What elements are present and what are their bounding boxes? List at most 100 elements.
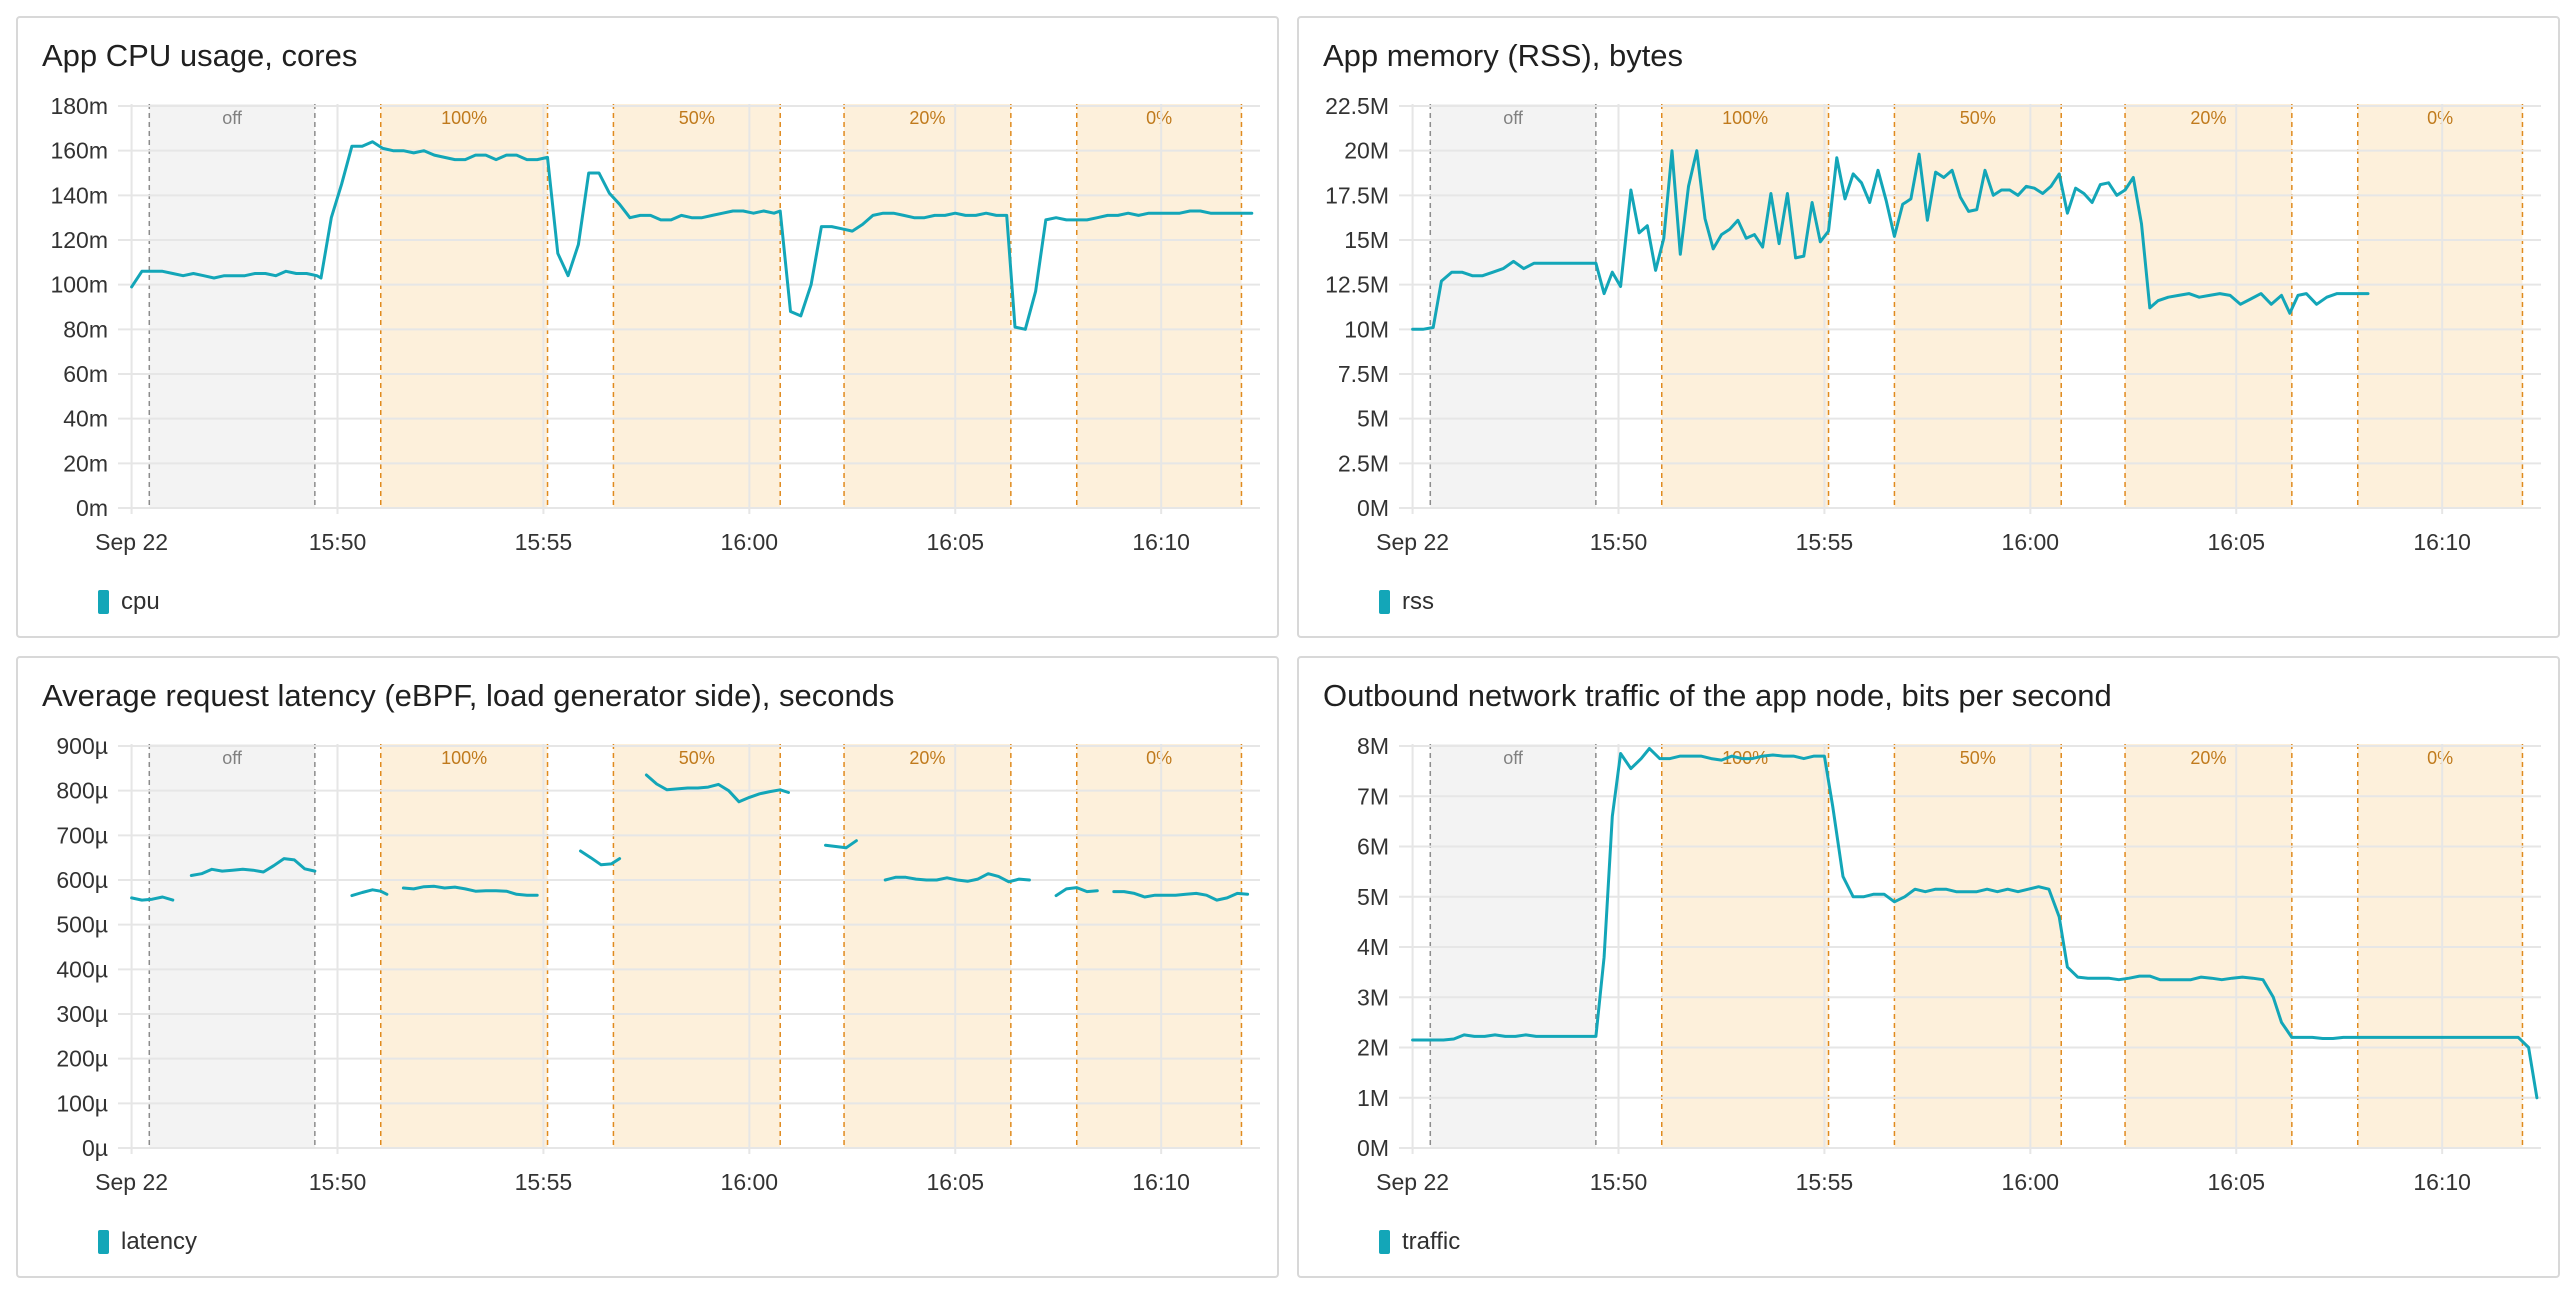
band-load: 100% [379, 104, 549, 508]
x-tick-label: 16:00 [721, 529, 779, 555]
x-tick-label: 15:50 [309, 1169, 367, 1195]
legend-swatch [98, 590, 109, 614]
band-label: off [1503, 748, 1524, 768]
band-area [613, 744, 781, 1148]
series-line [130, 895, 175, 902]
y-tick-label: 7.5M [1338, 361, 1389, 387]
x-tick-label: 15:50 [309, 529, 367, 555]
x-tick-label: 16:10 [1132, 1169, 1190, 1195]
x-tick-label: 16:00 [2002, 529, 2060, 555]
band-load: 0% [2356, 104, 2524, 508]
y-tick-label: 10M [1344, 316, 1389, 342]
chart-title: Outbound network traffic of the app node… [1323, 678, 2112, 713]
series-line [1411, 747, 2539, 1100]
y-tick-label: 400µ [56, 956, 108, 982]
y-tick-label: 4M [1357, 934, 1389, 960]
x-tick-label: 16:10 [2413, 529, 2471, 555]
legend-label: cpu [121, 588, 160, 615]
legend[interactable]: cpu [98, 588, 160, 616]
y-tick-label: 8M [1357, 733, 1389, 759]
x-tick-label: 16:00 [2002, 1169, 2060, 1195]
band-area [380, 744, 548, 1148]
legend[interactable]: rss [1379, 588, 1434, 616]
band-label: 0% [2427, 748, 2453, 768]
chart-panel-traffic: Outbound network traffic of the app node… [1297, 656, 2560, 1278]
y-tick-label: 100m [50, 272, 108, 298]
y-tick-label: 60m [63, 361, 108, 387]
band-off: off [148, 744, 316, 1148]
band-load: 0% [1075, 104, 1243, 508]
y-tick-label: 100µ [56, 1090, 108, 1116]
y-tick-label: 6M [1357, 834, 1389, 860]
band-load: 50% [612, 104, 781, 508]
x-tick-label: Sep 22 [1376, 1169, 1449, 1195]
series-line [824, 839, 858, 850]
band-label: 50% [679, 748, 715, 768]
legend-swatch [98, 1230, 109, 1254]
y-tick-label: 5M [1357, 884, 1389, 910]
band-label: off [1503, 108, 1524, 128]
chart-panel-cpu: App CPU usage, cores off 100% 50% 20% 0% 0m 20… [16, 16, 1279, 638]
x-tick-label: 16:05 [2207, 1169, 2265, 1195]
x-tick-label: 15:55 [515, 1169, 573, 1195]
y-tick-label: 5M [1357, 406, 1389, 432]
y-tick-label: 17.5M [1325, 182, 1389, 208]
band-area [844, 104, 1011, 508]
band-area [1661, 104, 1829, 508]
band-label: 0% [2427, 108, 2453, 128]
chart-panel-memory: App memory (RSS), bytes off 100% 50% 20% 0% 0… [1297, 16, 2560, 638]
y-tick-label: 40m [63, 406, 108, 432]
memory-chart: off 100% 50% 20% 0% 0M 2.5M 5M 7.5M 10M 12.5M 15M 17… [1325, 93, 2541, 555]
y-tick-label: 0µ [82, 1135, 108, 1161]
band-area [149, 744, 315, 1148]
x-tick-label: 16:05 [926, 529, 984, 555]
latency-chart: off 100% 50% 20% 0% 0µ 100µ 200µ 300µ 400µ 500µ 600… [56, 733, 1260, 1195]
series-line [1054, 886, 1099, 898]
band-label: 20% [2190, 108, 2226, 128]
legend[interactable]: latency [98, 1228, 197, 1256]
chart-title: App CPU usage, cores [42, 38, 358, 73]
band-label: 100% [1722, 108, 1768, 128]
legend-label: traffic [1402, 1228, 1461, 1255]
band-area [149, 104, 315, 508]
x-tick-label: 16:00 [721, 1169, 779, 1195]
y-tick-label: 0M [1357, 1135, 1389, 1161]
band-load: 100% [1660, 104, 1830, 508]
band-load: 100% [379, 744, 549, 1148]
series-traffic [1411, 747, 2539, 1100]
chart-title: Average request latency (eBPF, load gene… [42, 678, 895, 713]
x-tick-label: 15:55 [1796, 529, 1854, 555]
y-tick-label: 2.5M [1338, 450, 1389, 476]
cpu-chart: off 100% 50% 20% 0% 0m 20m 40m 60m 80m 100m 120m 140… [50, 93, 1260, 555]
band-label: off [222, 748, 243, 768]
band-area [380, 104, 548, 508]
band-label: 100% [441, 748, 487, 768]
y-tick-label: 200µ [56, 1046, 108, 1072]
band-area [1076, 104, 1242, 508]
y-tick-label: 0M [1357, 495, 1389, 521]
y-tick-label: 80m [63, 316, 108, 342]
x-tick-label: 16:05 [2207, 529, 2265, 555]
x-tick-label: Sep 22 [95, 1169, 168, 1195]
legend-swatch [1379, 590, 1390, 614]
y-tick-label: 900µ [56, 733, 108, 759]
x-tick-label: 16:10 [1132, 529, 1190, 555]
y-tick-label: 140m [50, 182, 108, 208]
chart-panel-latency: Average request latency (eBPF, load gene… [16, 656, 1279, 1278]
band-label: 50% [1960, 748, 1996, 768]
x-tick-label: 15:55 [1796, 1169, 1854, 1195]
x-tick-label: 15:55 [515, 529, 573, 555]
series-line [883, 872, 1031, 884]
band-label: 50% [1960, 108, 1996, 128]
legend[interactable]: traffic [1379, 1228, 1460, 1256]
band-load: 20% [843, 104, 1012, 508]
series-line [130, 140, 1254, 331]
series-line [1411, 149, 2370, 331]
y-tick-label: 3M [1357, 984, 1389, 1010]
band-label: 0% [1146, 108, 1172, 128]
band-label: 50% [679, 108, 715, 128]
y-tick-label: 120m [50, 227, 108, 253]
band-area [613, 104, 781, 508]
band-off: off [148, 104, 316, 508]
series-rss [1411, 149, 2370, 331]
